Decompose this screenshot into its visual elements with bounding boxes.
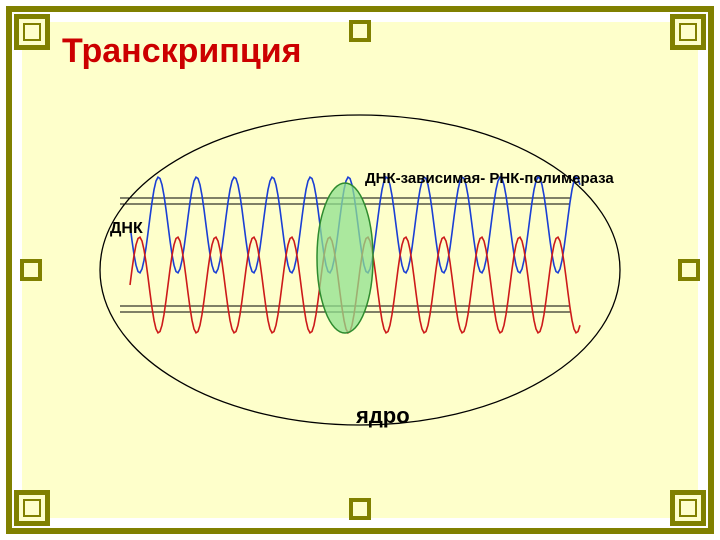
slide: Транскрипция ДНК ДНК-зависимая- РНК-поли… [0, 0, 720, 540]
nucleus-label: ядро [356, 405, 406, 427]
rna-polymerase [317, 183, 373, 333]
dna-label: ДНК [110, 220, 143, 238]
polymerase-label: ДНК-зависимая- РНК-полимераза [365, 170, 614, 187]
transcription-diagram [0, 0, 720, 540]
